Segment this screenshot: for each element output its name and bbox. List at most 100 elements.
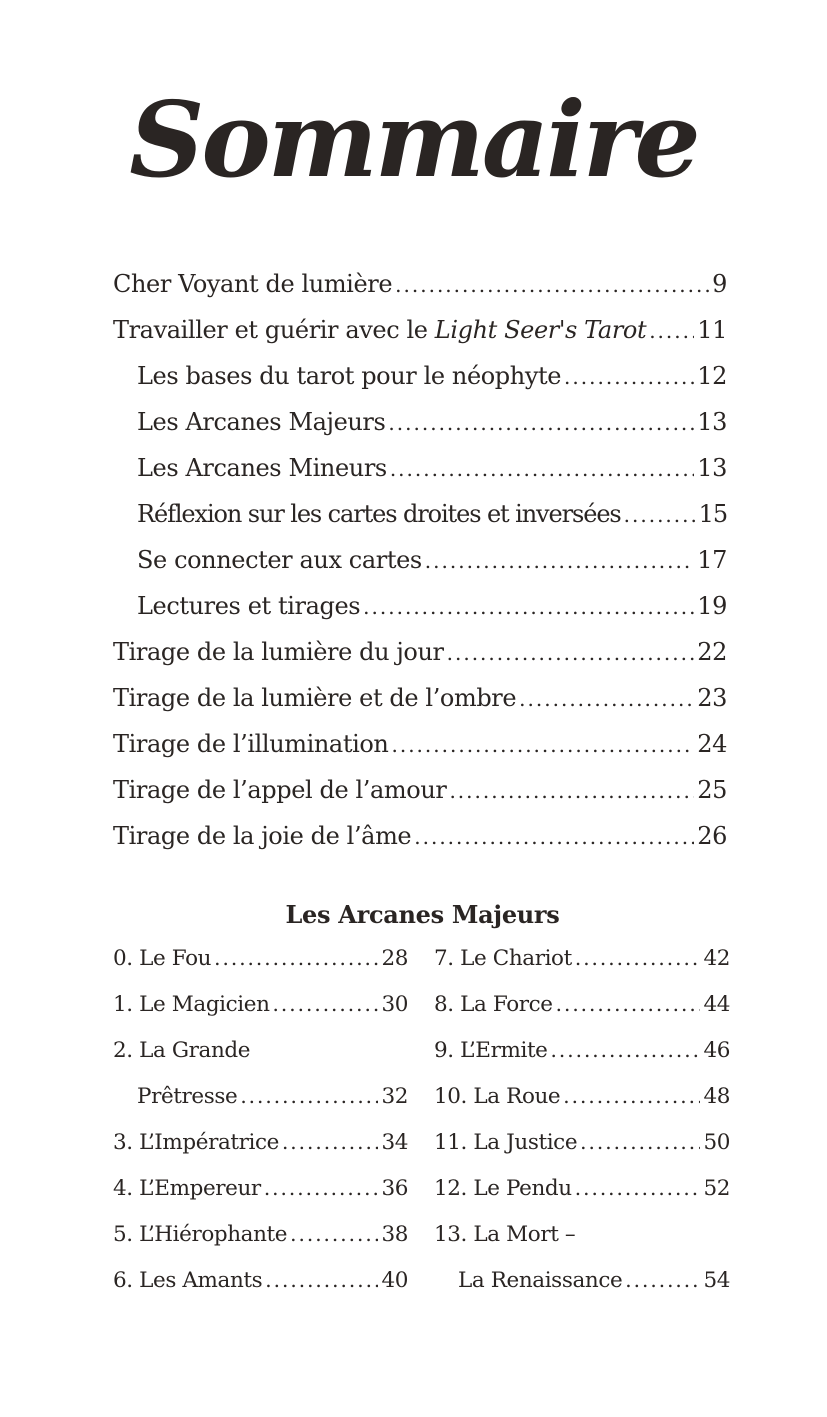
leader-dots (551, 1038, 701, 1062)
leader-dots (290, 1222, 378, 1246)
arcana-label: Prêtresse (137, 1084, 238, 1109)
leader-dots (391, 733, 694, 757)
toc-label: Les Arcanes Mineurs (137, 454, 387, 482)
toc-entry[interactable]: Travailler et guérir avec le Light Seer'… (113, 316, 727, 362)
toc-page: 17 (697, 546, 727, 574)
toc-label: Se connecter aux cartes (137, 546, 422, 574)
toc-entry[interactable]: Réflexion sur les cartes droites et inve… (113, 500, 728, 546)
toc-label: Cher Voyant de lumière (113, 270, 393, 298)
leader-dots (649, 319, 694, 343)
arcana-entry[interactable]: 12. Le Pendu 52 (434, 1176, 730, 1222)
toc-label: Tirage de l’appel de l’amour (113, 776, 447, 804)
toc-entry[interactable]: Les Arcanes Mineurs 13 (113, 454, 727, 500)
toc-entry[interactable]: Tirage de l’illumination 24 (113, 730, 727, 776)
arcana-entry[interactable]: 6. Les Amants 40 (113, 1268, 408, 1314)
arcana-entry[interactable]: 10. La Roue 48 (434, 1084, 730, 1130)
arcana-label: 10. La Roue (434, 1084, 561, 1109)
toc-label: Lectures et tirages (137, 592, 361, 620)
page-title: Sommaire (129, 78, 700, 201)
arcana-entry[interactable]: 1. Le Magicien 30 (113, 992, 408, 1038)
toc-page: 26 (697, 822, 727, 850)
arcana-column-right: 7. Le Chariot 42 8. La Force 44 9. L’Ermit… (434, 946, 730, 1314)
leader-dots (425, 549, 694, 573)
toc-label: Les Arcanes Majeurs (137, 408, 386, 436)
toc-entry[interactable]: Se connecter aux cartes 17 (113, 546, 727, 592)
table-of-contents: Cher Voyant de lumière 9 Travailler et gu… (113, 270, 728, 868)
arcana-label: La Renaissance (458, 1268, 623, 1293)
toc-entry[interactable]: Cher Voyant de lumière 9 (113, 270, 727, 316)
leader-dots (240, 1084, 378, 1108)
toc-page: 15 (698, 500, 728, 528)
arcana-entry[interactable]: 0. Le Fou 28 (113, 946, 408, 992)
arcana-page: 50 (703, 1130, 730, 1155)
arcana-entry[interactable]: 3. L’Impératrice 34 (113, 1130, 408, 1176)
arcana-page: 54 (703, 1268, 730, 1293)
leader-dots (388, 411, 694, 435)
arcana-entry[interactable]: 9. L’Ermite 46 (434, 1038, 730, 1084)
toc-entry[interactable]: Tirage de l’appel de l’amour 25 (113, 776, 727, 822)
arcana-entry[interactable]: 8. La Force 44 (434, 992, 730, 1038)
arcana-page: 52 (703, 1176, 730, 1201)
arcana-label: 4. L’Empereur (113, 1176, 261, 1201)
toc-entry[interactable]: Tirage de la lumière et de l’ombre 23 (113, 684, 727, 730)
leader-dots (447, 641, 695, 665)
arcana-page: 32 (381, 1084, 408, 1109)
leader-dots (519, 687, 694, 711)
toc-entry[interactable]: Tirage de la lumière du jour 22 (113, 638, 727, 684)
arcana-page: 42 (703, 946, 730, 971)
arcana-entry-continued[interactable]: La Renaissance 54 (434, 1268, 730, 1314)
arcana-page: 36 (381, 1176, 408, 1201)
toc-entry[interactable]: Les Arcanes Majeurs 13 (113, 408, 727, 454)
leader-dots (575, 946, 701, 970)
arcana-label: 8. La Force (434, 992, 553, 1017)
arcana-page: 40 (381, 1268, 408, 1293)
arcana-label: 0. Le Fou (113, 946, 212, 971)
leader-dots (214, 946, 378, 970)
arcana-entry[interactable]: 5. L’Hiérophante 38 (113, 1222, 408, 1268)
leader-dots (575, 1176, 701, 1200)
toc-entry[interactable]: Lectures et tirages 19 (113, 592, 727, 638)
leader-dots (395, 273, 709, 297)
arcana-page: 28 (381, 946, 408, 971)
arcana-entry[interactable]: 4. L’Empereur 36 (113, 1176, 408, 1222)
arcana-label: 3. L’Impératrice (113, 1130, 279, 1155)
arcana-label: 2. La Grande (113, 1038, 251, 1063)
leader-dots (564, 365, 694, 389)
arcana-entry[interactable]: 2. La Grande (113, 1038, 408, 1084)
toc-page: 13 (697, 408, 727, 436)
arcana-entry-continued[interactable]: Prêtresse 32 (113, 1084, 408, 1130)
leader-dots (390, 457, 694, 481)
arcana-entry[interactable]: 13. La Mort – (434, 1222, 730, 1268)
toc-entry[interactable]: Tirage de la joie de l’âme 26 (113, 822, 727, 868)
toc-label: Les bases du tarot pour le néophyte (137, 362, 562, 390)
toc-label: Tirage de l’illumination (113, 730, 389, 758)
leader-dots (580, 1130, 700, 1154)
toc-page: 23 (697, 684, 727, 712)
leader-dots (563, 1084, 700, 1108)
leader-dots (264, 1176, 379, 1200)
toc-page: 13 (697, 454, 727, 482)
arcana-column-left: 0. Le Fou 28 1. Le Magicien 30 2. La Grand… (113, 946, 408, 1314)
leader-dots (273, 992, 379, 1016)
arcana-entry[interactable]: 11. La Justice 50 (434, 1130, 730, 1176)
toc-label-italic: Light Seer's Tarot (434, 316, 647, 344)
leader-dots (625, 1268, 700, 1292)
toc-label: Réflexion sur les cartes droites et inve… (137, 500, 622, 528)
arcana-page: 46 (703, 1038, 730, 1063)
toc-label: Tirage de la lumière du jour (113, 638, 444, 666)
toc-page: 19 (697, 592, 727, 620)
toc-label: Travailler et guérir avec le Light Seer'… (113, 316, 647, 344)
toc-page: 24 (697, 730, 727, 758)
arcana-page: 38 (381, 1222, 408, 1247)
arcana-entry[interactable]: 7. Le Chariot 42 (434, 946, 730, 992)
leader-dots (282, 1130, 379, 1154)
arcana-label: 12. Le Pendu (434, 1176, 572, 1201)
leader-dots (556, 992, 701, 1016)
toc-page: 25 (697, 776, 727, 804)
arcana-page: 44 (703, 992, 730, 1017)
arcana-label: 5. L’Hiérophante (113, 1222, 288, 1247)
arcana-label: 13. La Mort – (434, 1222, 576, 1247)
toc-entry[interactable]: Les bases du tarot pour le néophyte 12 (113, 362, 727, 408)
toc-page: 11 (697, 316, 727, 344)
toc-label: Tirage de la joie de l’âme (113, 822, 412, 850)
